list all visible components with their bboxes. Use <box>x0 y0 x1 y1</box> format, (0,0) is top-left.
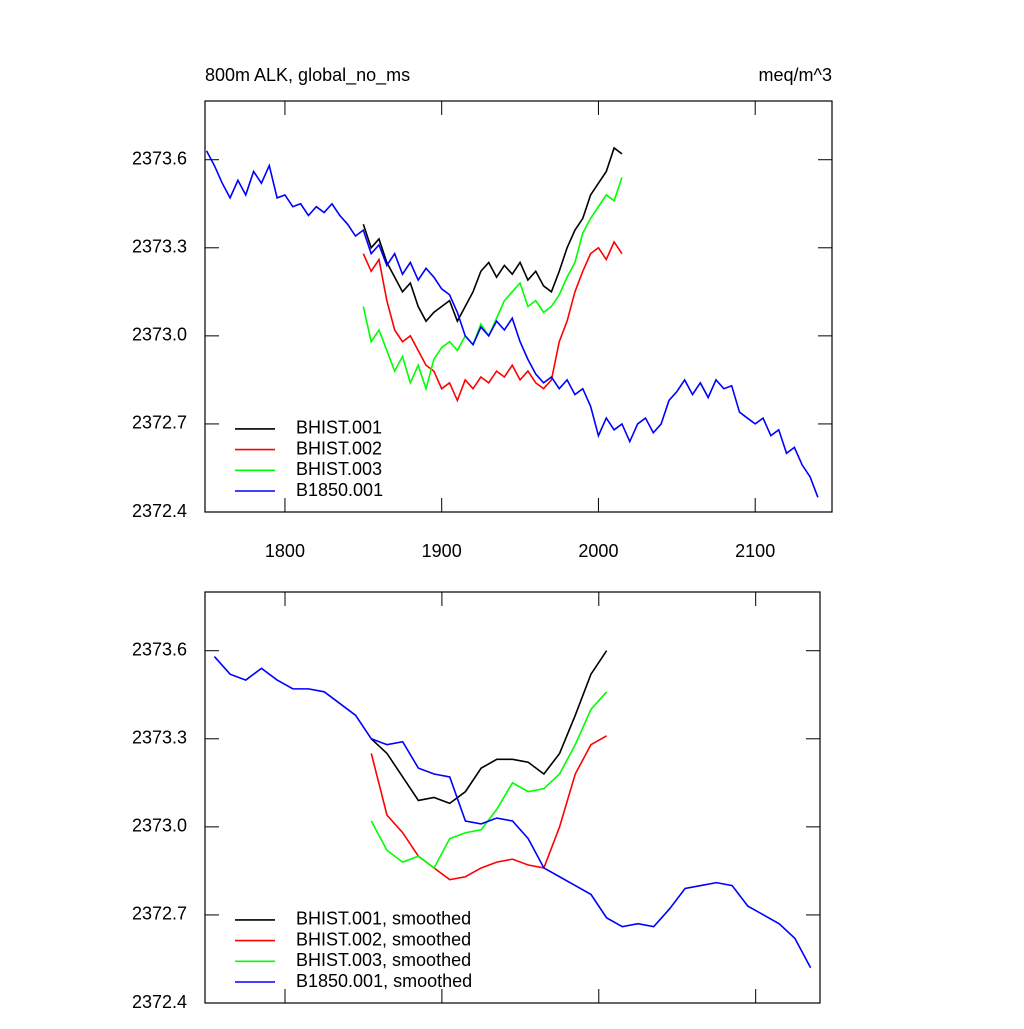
x-tick-label: 2100 <box>735 541 775 561</box>
series-line <box>205 150 819 498</box>
y-tick-label: 2372.7 <box>132 413 187 433</box>
x-tick-label: 1900 <box>422 541 462 561</box>
y-tick-label: 2373.0 <box>132 325 187 345</box>
plot-frame <box>204 591 821 1004</box>
legend-label: BHIST.002 <box>296 438 382 458</box>
x-tick-label: 1800 <box>265 541 305 561</box>
series-line <box>362 240 623 403</box>
y-tick-label: 2372.4 <box>132 501 187 521</box>
legend-label: BHIST.002, smoothed <box>296 929 471 949</box>
legend-label: BHIST.003, smoothed <box>296 950 471 970</box>
series-line <box>370 650 608 805</box>
series-line <box>362 146 623 324</box>
y-tick-label: 2373.3 <box>132 728 187 748</box>
legend-label: BHIST.003 <box>296 459 382 479</box>
x-tick-label: 2000 <box>578 541 618 561</box>
legend-label: B1850.001 <box>296 480 383 500</box>
series-line <box>370 691 608 870</box>
legend-label: B1850.001, smoothed <box>296 971 472 991</box>
legend-label: BHIST.001, smoothed <box>296 909 471 929</box>
y-tick-label: 2372.7 <box>132 904 187 924</box>
y-tick-label: 2373.6 <box>132 148 187 168</box>
y-tick-label: 2373.3 <box>132 237 187 257</box>
y-tick-label: 2373.6 <box>132 639 187 659</box>
series-line <box>370 735 608 881</box>
units-label: meq/m^3 <box>759 65 832 85</box>
chart-title: 800m ALK, global_no_ms <box>205 65 410 86</box>
y-tick-label: 2372.4 <box>132 992 187 1012</box>
legend-label: BHIST.001 <box>296 418 382 438</box>
series-line <box>213 656 812 969</box>
plot-frame <box>204 100 833 513</box>
y-tick-label: 2373.0 <box>132 816 187 836</box>
